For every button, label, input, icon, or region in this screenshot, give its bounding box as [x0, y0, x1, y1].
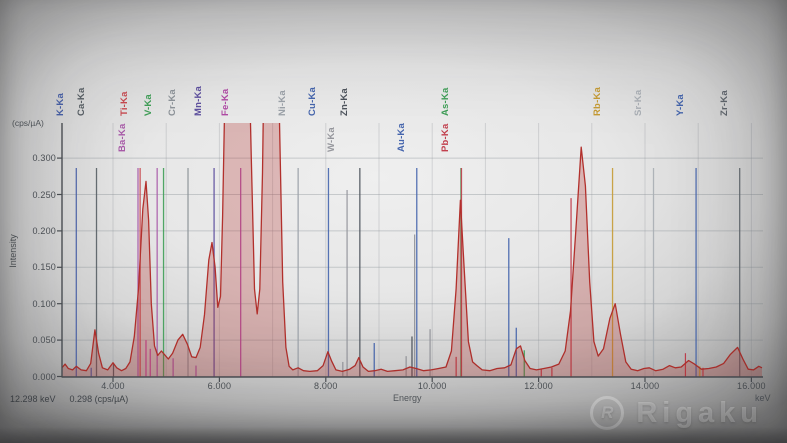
- element-label-Sr-Ka: Sr-Ka: [632, 89, 644, 116]
- x-axis-title: Energy: [393, 393, 422, 403]
- element-label-W-Ka: W-Ka: [326, 127, 338, 152]
- y-tick-label: 0.150: [32, 262, 56, 273]
- y-tick-label: 0.200: [32, 225, 56, 236]
- x-tick-label: 16.000: [737, 381, 766, 391]
- grid: [62, 123, 763, 377]
- x-tick-label: 10.000: [417, 381, 447, 391]
- spectrum-fill: [62, 123, 762, 377]
- element-label-Fe-Ka: Fe-Ka: [219, 88, 231, 116]
- cursor-intensity-value: 0.298 (cps/µA): [69, 394, 129, 404]
- x-axis-unit-label: keV: [755, 393, 771, 403]
- element-label-Ba-Ka: Ba-Ka: [117, 123, 128, 152]
- x-tick-label: 4.000: [101, 381, 125, 391]
- element-label-Cr-Ka: Cr-Ka: [167, 89, 178, 116]
- element-label-Ca-Ka: Ca-Ka: [75, 87, 87, 116]
- spectrum-curve: [62, 123, 763, 373]
- element-label-Zr-Ka: Zr-Ka: [718, 90, 730, 116]
- element-label-Au-Ka: Au-Ka: [395, 123, 407, 152]
- y-tick-label: 0.050: [32, 335, 56, 346]
- x-tick-label: 8.000: [314, 381, 338, 391]
- element-label-Zn-Ka: Zn-Ka: [338, 88, 350, 116]
- y-tick-label: 0.250: [32, 189, 56, 200]
- element-label-V-Ka: V-Ka: [142, 94, 154, 116]
- y-tick-label: 0.300: [32, 153, 56, 164]
- element-label-Y-Ka: Y-Ka: [675, 94, 687, 116]
- element-label-Rb-Ka: Rb-Ka: [591, 87, 603, 116]
- x-tick-label: 12.000: [524, 381, 553, 391]
- y-axis-unit-label: (cps/µA): [12, 118, 44, 128]
- element-label-As-Ka: As-Ka: [439, 87, 451, 116]
- y-tick-label: 0.100: [32, 298, 56, 309]
- element-label-Ti-Ka: Ti-Ka: [119, 91, 131, 116]
- emission-line-sticks: [90, 198, 704, 377]
- element-label-Ni-Ka: Ni-Ka: [277, 90, 289, 116]
- element-label-K-Ka: K-Ka: [55, 93, 67, 116]
- y-tick-label: 0.000: [32, 371, 56, 382]
- element-label-Cu-Ka: Cu-Ka: [307, 87, 319, 116]
- spectrum-series: [62, 123, 763, 377]
- y-axis-title: Intensity: [8, 234, 18, 268]
- x-tick-label: 6.000: [207, 381, 232, 391]
- element-label-Pb-Ka: Pb-Ka: [440, 123, 452, 152]
- axes: [57, 123, 763, 382]
- x-tick-label: 14.000: [630, 381, 660, 391]
- cursor-energy-value: 12.298 keV: [10, 394, 56, 404]
- element-label-Mn-Ka: Mn-Ka: [193, 85, 205, 116]
- cursor-readout: 12.298 keV 0.298 (cps/µA): [10, 394, 128, 404]
